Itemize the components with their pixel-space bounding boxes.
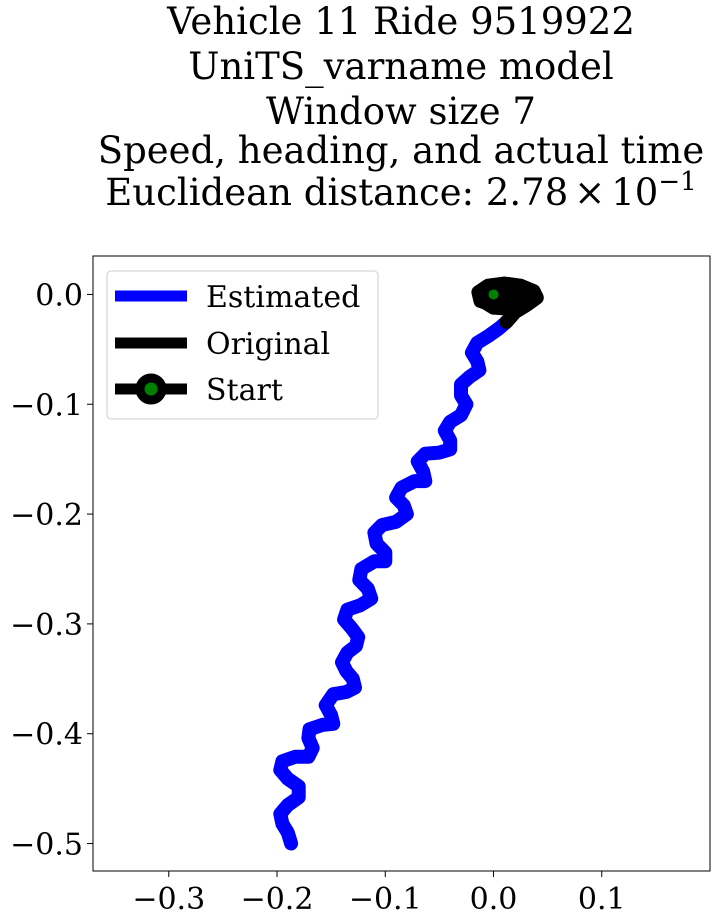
x-tick-label: 0.0 — [470, 882, 518, 917]
title-metric-exponent: −1 — [658, 167, 696, 197]
y-tick-label: −0.3 — [10, 608, 83, 643]
title-metric-times: × — [574, 171, 605, 214]
y-axis: 0.0 −0.1 −0.2 −0.3 −0.4 −0.5 — [10, 278, 93, 863]
y-tick-label: 0.0 — [35, 278, 83, 313]
x-tick-label: −0.1 — [349, 882, 422, 917]
series-line-estimated — [273, 314, 514, 851]
title-metric-base: 10 — [611, 171, 658, 214]
chart-title: Vehicle 11 Ride 9519922 UniTS_varname mo… — [98, 0, 705, 214]
plot-frame — [92, 255, 711, 872]
legend-box — [106, 270, 379, 420]
title-line-4: Speed, heading, and actual time — [98, 129, 705, 172]
x-tick-label: −0.2 — [241, 882, 314, 917]
legend: Estimated Original Start — [106, 270, 379, 420]
title-line-3: Window size 7 — [266, 90, 536, 133]
x-tick-label: −0.3 — [132, 882, 205, 917]
title-line-5: Euclidean distance: 2.78 × 10−1 — [105, 167, 696, 214]
y-tick-label: −0.1 — [10, 388, 83, 423]
legend-label-original: Original — [206, 327, 330, 362]
legend-swatch-start-marker — [135, 373, 167, 405]
y-tick-label: −0.5 — [10, 828, 83, 863]
x-axis: −0.3 −0.2 −0.1 0.0 0.1 — [132, 871, 626, 917]
series-layer — [273, 276, 544, 851]
y-tick-label: −0.4 — [10, 718, 83, 753]
x-tick-label: 0.1 — [578, 882, 626, 917]
legend-label-start: Start — [206, 373, 283, 408]
series-line-original — [471, 276, 544, 329]
start-marker — [482, 283, 505, 306]
y-tick-label: −0.2 — [10, 498, 83, 533]
title-metric-prefix: Euclidean distance: 2.78 — [105, 171, 568, 214]
title-line-1: Vehicle 11 Ride 9519922 — [166, 0, 635, 43]
title-line-2: UniTS_varname model — [188, 45, 613, 89]
legend-label-estimated: Estimated — [206, 280, 360, 315]
